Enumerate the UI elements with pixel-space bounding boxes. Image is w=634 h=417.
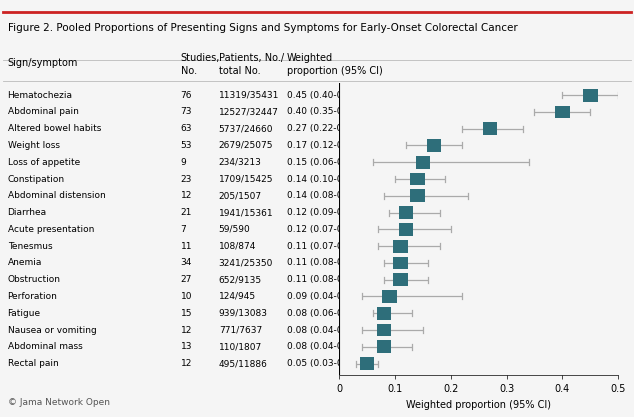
Bar <box>482 122 497 135</box>
Bar <box>393 256 408 269</box>
Bar <box>377 307 391 319</box>
Text: Hematochezia: Hematochezia <box>8 90 73 100</box>
Text: 63: 63 <box>181 124 192 133</box>
Text: 21: 21 <box>181 208 192 217</box>
Text: 10: 10 <box>181 292 192 301</box>
Text: 0.11 (0.07-0.18): 0.11 (0.07-0.18) <box>287 241 360 251</box>
Text: 0.11 (0.08-0.16): 0.11 (0.08-0.16) <box>287 275 360 284</box>
Bar <box>377 324 391 337</box>
Text: Fatigue: Fatigue <box>8 309 41 318</box>
Text: 3241/25350: 3241/25350 <box>219 259 273 267</box>
Text: 108/874: 108/874 <box>219 241 256 251</box>
Text: Weighted
proportion (95% CI): Weighted proportion (95% CI) <box>287 53 382 76</box>
Text: Anemia: Anemia <box>8 259 42 267</box>
Text: 0.08 (0.04-0.15): 0.08 (0.04-0.15) <box>287 326 360 334</box>
Bar <box>410 189 425 202</box>
Text: 5737/24660: 5737/24660 <box>219 124 273 133</box>
Text: 0.45 (0.40-0.50): 0.45 (0.40-0.50) <box>287 90 360 100</box>
Bar <box>399 223 413 236</box>
Text: 23: 23 <box>181 175 192 183</box>
Text: 12527/32447: 12527/32447 <box>219 108 278 116</box>
Text: 939/13083: 939/13083 <box>219 309 268 318</box>
Text: 1709/15425: 1709/15425 <box>219 175 273 183</box>
Text: 73: 73 <box>181 108 192 116</box>
Text: 0.12 (0.09-0.18): 0.12 (0.09-0.18) <box>287 208 360 217</box>
Text: Weight loss: Weight loss <box>8 141 60 150</box>
Text: 34: 34 <box>181 259 192 267</box>
Text: 652/9135: 652/9135 <box>219 275 262 284</box>
Text: 59/590: 59/590 <box>219 225 250 234</box>
Bar <box>382 290 397 303</box>
Text: 0.08 (0.04-0.13): 0.08 (0.04-0.13) <box>287 342 360 351</box>
Text: 110/1807: 110/1807 <box>219 342 262 351</box>
Text: 0.27 (0.22-0.33): 0.27 (0.22-0.33) <box>287 124 359 133</box>
Text: Diarrhea: Diarrhea <box>8 208 47 217</box>
Text: 0.11 (0.08-0.16): 0.11 (0.08-0.16) <box>287 259 360 267</box>
Text: 15: 15 <box>181 309 192 318</box>
Text: 12: 12 <box>181 359 192 368</box>
Text: Tenesmus: Tenesmus <box>8 241 52 251</box>
Bar <box>410 173 425 186</box>
Text: Abdominal mass: Abdominal mass <box>8 342 82 351</box>
Text: Patients, No./
total No.: Patients, No./ total No. <box>219 53 284 76</box>
Bar <box>377 340 391 353</box>
Text: Figure 2. Pooled Proportions of Presenting Signs and Symptoms for Early-Onset Co: Figure 2. Pooled Proportions of Presenti… <box>8 23 517 33</box>
Text: Obstruction: Obstruction <box>8 275 61 284</box>
Text: Sign/symptom: Sign/symptom <box>8 58 78 68</box>
Text: Nausea or vomiting: Nausea or vomiting <box>8 326 96 334</box>
Text: 76: 76 <box>181 90 192 100</box>
Text: 0.14 (0.10-0.19): 0.14 (0.10-0.19) <box>287 175 360 183</box>
Text: 27: 27 <box>181 275 192 284</box>
Text: 0.15 (0.06-0.34): 0.15 (0.06-0.34) <box>287 158 360 167</box>
Bar <box>583 89 597 101</box>
Text: Rectal pain: Rectal pain <box>8 359 58 368</box>
Text: © Jama Network Open: © Jama Network Open <box>8 397 110 407</box>
Text: 205/1507: 205/1507 <box>219 191 262 200</box>
Text: 2679/25075: 2679/25075 <box>219 141 273 150</box>
Bar <box>393 240 408 253</box>
Text: 234/3213: 234/3213 <box>219 158 262 167</box>
Bar <box>399 206 413 219</box>
Text: Perforation: Perforation <box>8 292 58 301</box>
Text: Acute presentation: Acute presentation <box>8 225 94 234</box>
Bar <box>416 156 430 168</box>
Bar <box>393 273 408 286</box>
Text: 12: 12 <box>181 326 192 334</box>
Bar <box>427 139 441 152</box>
Text: 124/945: 124/945 <box>219 292 256 301</box>
Text: 771/7637: 771/7637 <box>219 326 262 334</box>
Text: 0.09 (0.04-0.22): 0.09 (0.04-0.22) <box>287 292 359 301</box>
Text: 0.14 (0.08-0.23): 0.14 (0.08-0.23) <box>287 191 360 200</box>
Text: Abdominal distension: Abdominal distension <box>8 191 105 200</box>
Text: 11319/35431: 11319/35431 <box>219 90 279 100</box>
Text: 7: 7 <box>181 225 186 234</box>
Text: 1941/15361: 1941/15361 <box>219 208 273 217</box>
Text: 0.40 (0.35-0.45): 0.40 (0.35-0.45) <box>287 108 360 116</box>
Text: 0.05 (0.03-0.07): 0.05 (0.03-0.07) <box>287 359 360 368</box>
Text: 9: 9 <box>181 158 186 167</box>
Text: Constipation: Constipation <box>8 175 65 183</box>
Text: Abdominal pain: Abdominal pain <box>8 108 79 116</box>
Text: 53: 53 <box>181 141 192 150</box>
Text: 495/11886: 495/11886 <box>219 359 268 368</box>
Text: 0.12 (0.07-0.20): 0.12 (0.07-0.20) <box>287 225 360 234</box>
Text: Altered bowel habits: Altered bowel habits <box>8 124 101 133</box>
Text: Studies,
No.: Studies, No. <box>181 53 220 76</box>
Text: 12: 12 <box>181 191 192 200</box>
Text: 11: 11 <box>181 241 192 251</box>
Text: 0.17 (0.12-0.22): 0.17 (0.12-0.22) <box>287 141 359 150</box>
X-axis label: Weighted proportion (95% CI): Weighted proportion (95% CI) <box>406 400 551 410</box>
Text: Loss of appetite: Loss of appetite <box>8 158 80 167</box>
Bar <box>360 357 374 370</box>
Text: 13: 13 <box>181 342 192 351</box>
Bar <box>555 106 569 118</box>
Text: 0.08 (0.06-0.13): 0.08 (0.06-0.13) <box>287 309 360 318</box>
